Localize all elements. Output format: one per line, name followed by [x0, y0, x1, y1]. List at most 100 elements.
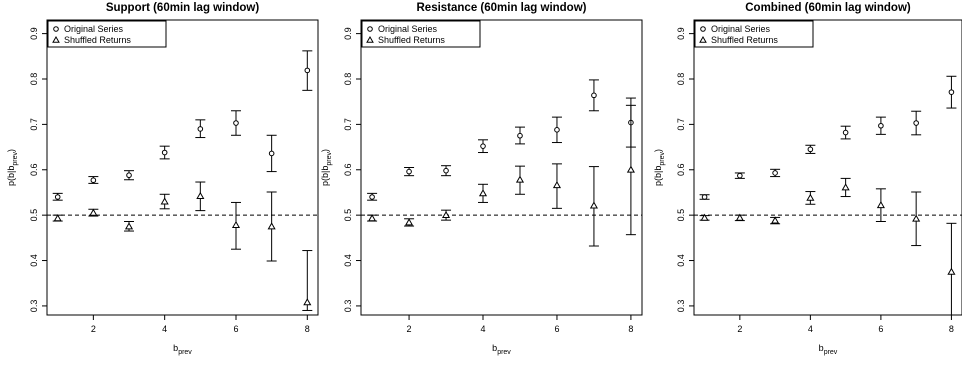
y-tick-label: 0.4: [343, 254, 353, 267]
legend-marker-circle: [700, 26, 706, 32]
data-point-circle: [268, 150, 275, 157]
y-tick-label: 0.6: [676, 164, 686, 177]
data-point-circle: [406, 168, 412, 175]
data-point-triangle: [441, 210, 451, 219]
data-point-triangle: [267, 222, 276, 230]
data-point-triangle: [160, 197, 169, 205]
y-axis-label-subscript: prev: [659, 152, 666, 166]
legend-label: Original Series: [711, 24, 771, 34]
y-tick-label: 0.5: [676, 209, 686, 222]
x-axis-label-main: b: [492, 343, 497, 353]
x-axis-label-subscript: prev: [178, 349, 192, 356]
y-axis-label-main: p(b|b: [653, 166, 663, 186]
x-axis-label: bprev: [173, 343, 192, 356]
x-axis-label: bprev: [492, 343, 511, 356]
y-tick-label: 0.8: [676, 73, 686, 86]
data-point-circle: [161, 149, 168, 156]
data-point-circle: [772, 170, 778, 176]
data-point-triangle: [771, 216, 780, 224]
y-tick-label: 0.5: [343, 209, 353, 222]
data-point-triangle: [303, 298, 312, 306]
plot-frame: [360, 19, 643, 316]
x-tick-label: 8: [949, 324, 954, 334]
data-point-circle: [948, 89, 955, 95]
data-point-circle: [90, 177, 97, 184]
data-point-triangle: [368, 214, 377, 222]
series-original: [52, 50, 313, 201]
chart-title: Support (60min lag window): [106, 2, 260, 14]
data-point-circle: [304, 67, 311, 74]
y-axis-label-subscript: prev: [326, 152, 333, 166]
plot-frame: [693, 19, 962, 316]
y-tick-label: 0.7: [29, 118, 39, 131]
data-point-triangle: [89, 208, 98, 216]
data-point-triangle: [947, 267, 956, 275]
y-tick-label: 0.4: [676, 254, 686, 267]
data-point-triangle: [552, 180, 562, 189]
data-point-triangle: [53, 214, 62, 222]
data-point-circle: [737, 172, 743, 179]
y-tick-label: 0.4: [29, 254, 39, 267]
y-axis-label: p(b|bprev): [653, 149, 666, 186]
legend-label: Shuffled Returns: [64, 35, 131, 45]
legend-label: Shuffled Returns: [711, 35, 778, 45]
data-point-circle: [480, 143, 486, 149]
x-axis-label: bprev: [819, 343, 838, 356]
legend-marker-triangle: [699, 35, 707, 43]
y-tick-label: 0.3: [343, 300, 353, 313]
y-tick-label: 0.3: [29, 300, 39, 313]
legend-box: [361, 20, 481, 48]
y-tick-label: 0.7: [343, 118, 353, 131]
x-tick-label: 4: [808, 324, 813, 334]
x-axis-label-main: b: [173, 343, 178, 353]
legend-marker-triangle: [52, 35, 60, 43]
series-original: [699, 75, 957, 200]
x-tick-label: 6: [233, 324, 238, 334]
x-tick-label: 8: [305, 324, 310, 334]
data-point-triangle: [478, 189, 488, 197]
x-tick-label: 6: [878, 324, 883, 334]
y-tick-label: 0.8: [343, 73, 353, 86]
data-point-triangle: [700, 213, 709, 221]
data-point-triangle: [735, 213, 744, 221]
data-point-circle: [54, 194, 61, 200]
y-tick-label: 0.8: [29, 73, 39, 86]
data-point-triangle: [196, 191, 205, 199]
data-point-circle: [197, 126, 204, 132]
y-axis-label-main: p(b|b: [6, 166, 16, 186]
y-axis-label-subscript: prev: [12, 152, 19, 166]
x-tick-label: 4: [481, 324, 486, 334]
y-axis-label-end: ): [653, 149, 663, 152]
legend-box: [694, 20, 814, 48]
series-shuffled: [699, 177, 957, 316]
data-point-circle: [701, 194, 708, 200]
x-tick-label: 4: [162, 324, 167, 334]
data-point-circle: [913, 120, 919, 126]
chart-panel-1: Support (60min lag window) 2 4 6 8 0.3 0.4 0.5 0…: [6, 2, 319, 356]
y-tick-label: 0.5: [29, 209, 39, 222]
data-point-triangle: [515, 175, 525, 183]
legend-marker-circle: [367, 26, 373, 32]
y-axis-label-end: ): [320, 149, 330, 152]
data-point-triangle: [806, 193, 815, 201]
data-point-triangle: [626, 165, 635, 173]
x-axis-label-subscript: prev: [497, 349, 511, 356]
y-tick-label: 0.9: [676, 27, 686, 40]
data-point-triangle: [841, 183, 850, 191]
series-shuffled: [367, 104, 636, 247]
series-shuffled: [52, 181, 313, 311]
x-axis-label-subscript: prev: [824, 349, 838, 356]
x-tick-label: 8: [628, 324, 633, 334]
series-original: [367, 79, 636, 201]
x-tick-label: 2: [737, 324, 742, 334]
data-point-triangle: [876, 200, 885, 209]
x-tick-label: 2: [407, 324, 412, 334]
y-tick-label: 0.6: [343, 164, 353, 177]
plot-frame: [46, 19, 319, 316]
legend-marker-triangle: [366, 35, 374, 43]
data-point-circle: [878, 122, 884, 129]
legend-label: Shuffled Returns: [378, 35, 445, 45]
y-axis-label: p(b|bprev): [320, 149, 333, 186]
